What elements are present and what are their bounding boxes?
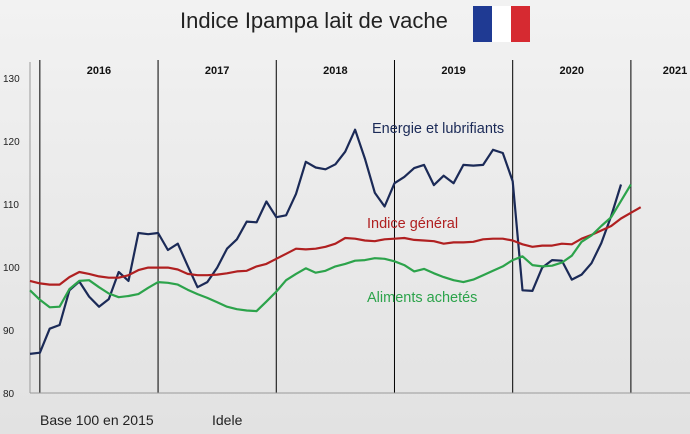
year-label-2018: 2018 <box>323 65 347 77</box>
flag-stripe-white <box>492 6 511 42</box>
series-line-indice <box>29 206 642 286</box>
footer-source: Idele <box>212 412 243 428</box>
year-label-2017: 2017 <box>205 65 229 77</box>
grid-lines <box>39 60 632 393</box>
year-label-2021: 2021 <box>663 65 687 77</box>
chart-title: Indice Ipampa lait de vache <box>180 8 448 33</box>
y-tick-label-80: 80 <box>3 389 15 400</box>
series-label-energie: Energie et lubrifiants <box>372 121 504 137</box>
french-flag-icon <box>473 6 530 42</box>
year-label-2020: 2020 <box>560 65 584 77</box>
series-label-aliments: Aliments achetés <box>367 290 477 306</box>
y-axis-ticks: 80 90 100 110 120 130 <box>3 74 20 400</box>
series-label-indice: Indice général <box>367 216 458 232</box>
flag-stripe-red <box>511 6 530 42</box>
year-labels: 2016 2017 2018 2019 2020 2021 <box>87 65 688 77</box>
series-line-energie <box>29 128 623 355</box>
flag-stripe-blue <box>473 6 492 42</box>
y-tick-label-130: 130 <box>3 74 20 85</box>
y-tick-label-100: 100 <box>3 263 20 274</box>
axes <box>29 62 690 394</box>
series-labels: Energie et lubrifiants Indice général Alim… <box>367 121 504 306</box>
year-label-2019: 2019 <box>441 65 465 77</box>
series-lines <box>29 128 642 355</box>
y-tick-label-120: 120 <box>3 137 20 148</box>
series-line-aliments <box>29 183 632 313</box>
y-tick-label-110: 110 <box>3 200 19 211</box>
y-tick-label-90: 90 <box>3 326 15 337</box>
footer-base-note: Base 100 en 2015 <box>40 412 154 428</box>
year-label-2016: 2016 <box>87 65 111 77</box>
